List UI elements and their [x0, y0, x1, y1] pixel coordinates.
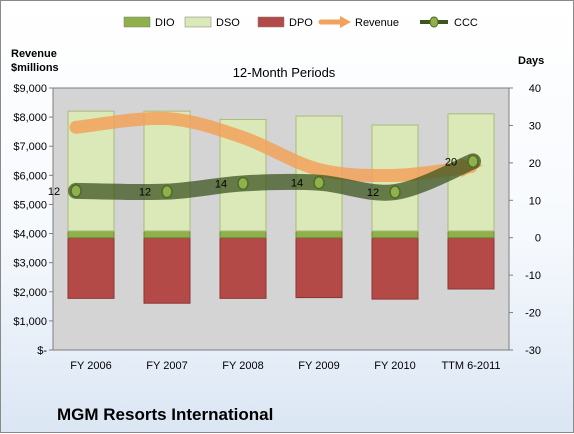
bar-dpo-ttm-6-2011	[447, 237, 495, 290]
ccc-point-fy-2009	[313, 175, 325, 190]
company-name: MGM Resorts International	[57, 405, 274, 424]
legend-label-ccc: CCC	[454, 17, 478, 29]
left-tick-label: $9,000	[13, 83, 47, 95]
right-tick-label: 0	[535, 233, 541, 245]
ccc-point-fy-2007	[161, 184, 173, 199]
left-tick-label: $5,000	[13, 199, 47, 211]
left-axis-title-line1: Revenue	[11, 48, 57, 60]
bar-dio-fy-2008	[219, 230, 267, 239]
bar-dpo-fy-2009	[295, 237, 343, 299]
ccc-label-fy-2010: 12	[367, 187, 379, 199]
ccc-point-ttm-6-2011	[467, 154, 479, 169]
ccc-point-fy-2010	[389, 185, 401, 199]
x-tick-label: FY 2008	[222, 360, 263, 372]
legend-swatch-dso	[184, 16, 212, 28]
left-tick-label: $3,000	[13, 258, 47, 270]
legend-marker-ccc	[429, 16, 439, 28]
left-tick-label: $6,000	[13, 170, 47, 182]
right-tick-label: -10	[525, 270, 541, 282]
right-tick-label: 30	[529, 120, 541, 132]
left-tick-label: $4,000	[13, 229, 47, 241]
legend-label-dso: DSO	[216, 17, 240, 29]
bar-dpo-fy-2010	[371, 237, 419, 300]
plot-area: 12 12 14 14 12 20	[48, 87, 510, 351]
bar-dso-fy-2007	[143, 110, 191, 232]
x-tick-label: FY 2009	[298, 360, 339, 372]
legend-swatch-dio	[123, 16, 151, 28]
legend-label-dio: DIO	[155, 17, 175, 29]
x-tick-label: TTM 6-2011	[441, 360, 500, 372]
ccc-label-ttm-6-2011: 20	[445, 156, 457, 168]
left-axis-ticks: $- $1,000 $2,000 $3,000 $4,000 $5,000 $6,000 $7…	[13, 83, 53, 357]
legend-arrow-revenue	[340, 16, 351, 28]
ccc-point-fy-2006	[70, 184, 82, 198]
ccc-label-fy-2007: 12	[139, 187, 151, 199]
left-tick-label: $7,000	[13, 141, 47, 153]
ccc-line	[68, 153, 481, 201]
right-tick-label: -30	[525, 345, 541, 357]
ccc-point-fy-2008	[237, 176, 249, 191]
right-tick-label: -20	[525, 308, 541, 320]
ccc-label-fy-2006: 12	[48, 186, 60, 198]
bar-dio-fy-2009	[295, 230, 343, 239]
legend: DIO DSO DPO Revenue CCC	[123, 16, 478, 29]
bar-dpo-fy-2008	[219, 237, 267, 299]
left-axis-title-line2: $millions	[11, 62, 59, 74]
left-tick-label: $-	[37, 345, 47, 357]
left-tick-label: $1,000	[13, 316, 47, 328]
right-tick-label: 40	[529, 83, 541, 95]
revenue-line	[69, 111, 478, 183]
right-tick-label: 20	[529, 158, 541, 170]
bar-dpo-fy-2007	[143, 237, 191, 304]
legend-label-dpo: DPO	[289, 17, 313, 29]
left-tick-label: $8,000	[13, 112, 47, 124]
right-axis-title: Days	[518, 55, 544, 67]
x-tick-label: FY 2010	[374, 360, 415, 372]
bar-dpo-fy-2006	[67, 237, 115, 299]
bar-dio-ttm-6-2011	[447, 230, 495, 239]
right-tick-label: 10	[529, 195, 541, 207]
plot-background	[52, 87, 510, 351]
legend-label-revenue: Revenue	[355, 17, 399, 29]
chart-title: 12-Month Periods	[233, 65, 336, 80]
x-tick-label: FY 2007	[146, 360, 187, 372]
bar-dio-fy-2006	[67, 230, 115, 239]
bar-dio-fy-2007	[143, 230, 191, 239]
x-tick-label: FY 2006	[70, 360, 111, 372]
ccc-label-fy-2009: 14	[291, 178, 303, 190]
legend-swatch-dpo	[257, 16, 285, 28]
ccc-label-fy-2008: 14	[215, 178, 227, 190]
bar-dio-fy-2010	[371, 230, 419, 239]
left-tick-label: $2,000	[13, 287, 47, 299]
x-axis-ticks: FY 2006 FY 2007 FY 2008 FY 2009 FY 2010 TTM 6…	[70, 360, 500, 372]
right-axis-ticks: -30 -20 -10 0 10 20 30 40	[509, 83, 541, 357]
